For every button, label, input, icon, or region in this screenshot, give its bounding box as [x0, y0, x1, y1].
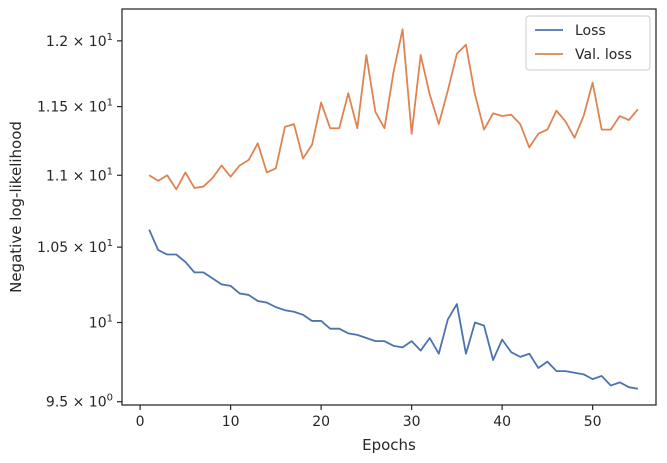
x-tick-label: 10: [222, 414, 240, 430]
y-axis-label: Negative log-likelihood: [7, 121, 25, 293]
x-axis-ticks: 0 10 20 30 40 50: [136, 405, 602, 430]
series-line-val-loss: [148, 28, 639, 191]
series-layer: [148, 28, 639, 390]
plot-frame: [121, 8, 657, 406]
x-tick-label: 0: [136, 414, 145, 430]
x-tick-label: 20: [312, 414, 330, 430]
y-axis-ticks: 9.5 × 100 101 1.05 × 101 1.1 × 101 1.15 × 10…: [37, 32, 122, 411]
y-tick-label: 1.05 × 101: [37, 238, 113, 256]
x-tick-label: 30: [403, 414, 421, 430]
y-tick-label: 1.2 × 101: [46, 32, 113, 50]
x-tick-label: 40: [493, 414, 511, 430]
y-tick-label: 101: [89, 314, 113, 332]
x-axis-label: Epochs: [362, 436, 416, 454]
y-tick-label: 1.1 × 101: [46, 166, 113, 184]
y-tick-label: 1.15 × 101: [37, 98, 113, 116]
legend-label-loss: Loss: [575, 23, 606, 39]
x-tick-label: 50: [584, 414, 602, 430]
y-tick-label: 9.5 × 100: [46, 393, 113, 411]
legend-label-val-loss: Val. loss: [575, 47, 632, 63]
series-line-loss: [148, 229, 639, 390]
legend: Loss Val. loss: [525, 15, 651, 71]
